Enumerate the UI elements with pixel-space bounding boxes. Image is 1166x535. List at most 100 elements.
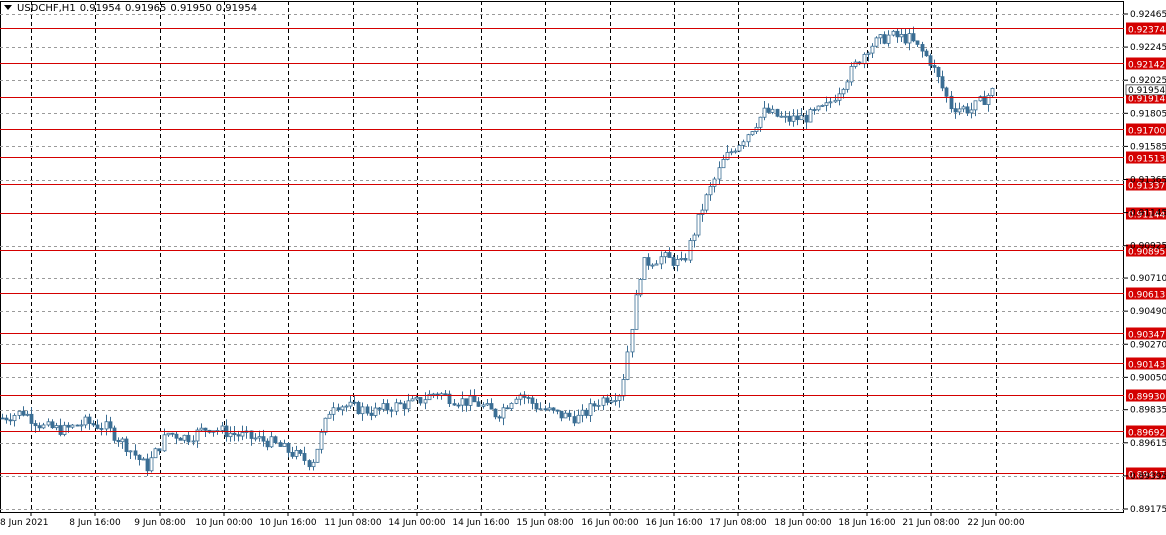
candle-body [965, 106, 970, 114]
candle-body [253, 437, 258, 440]
x-tick-label: 11 Jun 08:00 [324, 518, 381, 528]
level-label: 0.91914 [1128, 95, 1165, 105]
candle-body [555, 409, 560, 412]
candle-body [381, 403, 386, 410]
candle-body [365, 406, 370, 414]
candle-body [37, 425, 42, 429]
level-label-bg [1126, 467, 1166, 480]
candle-body [348, 401, 353, 407]
candle-body [563, 412, 568, 419]
level-label: 0.92374 [1128, 26, 1165, 36]
candle-body [725, 152, 730, 160]
ohlc-high: 0.91965 [125, 3, 167, 14]
candle-body [153, 448, 158, 459]
candle-body [95, 424, 100, 429]
level-label-bg [1126, 123, 1166, 136]
candle-body [344, 405, 349, 408]
candle-body [311, 461, 316, 468]
candle-body [481, 404, 486, 407]
candle-body [766, 107, 771, 113]
y-tick-label: 0.90490 [1130, 307, 1166, 317]
candle-body [360, 406, 365, 415]
candle-body [133, 450, 138, 456]
candle-body [949, 95, 954, 110]
level-label: 0.90143 [1128, 361, 1165, 371]
candle-body [874, 37, 879, 47]
candle-body [845, 81, 850, 90]
candle-body [878, 34, 883, 39]
candle-body [501, 407, 506, 419]
candle-body [327, 413, 332, 419]
candle-body [940, 76, 945, 89]
level-label: 0.91513 [1128, 155, 1165, 165]
candle-body [58, 425, 63, 435]
candle-body [978, 96, 983, 102]
x-tick-label: 17 Jun 08:00 [709, 518, 766, 528]
candle-body [340, 406, 345, 411]
level-label: 0.89417 [1128, 471, 1165, 481]
candle-body [957, 108, 962, 113]
candle-body [717, 167, 722, 180]
y-tick-label: 0.91585 [1130, 142, 1166, 152]
candle-body [236, 434, 241, 437]
candle-body [770, 108, 775, 113]
level-label-bg [1126, 22, 1166, 35]
x-tick-label: 16 Jun 16:00 [645, 518, 702, 528]
candle-body [915, 40, 920, 45]
candle-body [149, 457, 154, 472]
chart-header: USDCHF,H1 0.91954 0.91965 0.91950 0.91954 [4, 3, 261, 14]
candle-body [220, 425, 225, 431]
candle-body [290, 452, 295, 457]
candle-body [559, 410, 564, 419]
candle-body [534, 403, 539, 410]
candle-body [530, 397, 535, 404]
candle-body [104, 421, 109, 430]
candle-body [228, 432, 233, 438]
candle-body [402, 403, 407, 410]
candle-body [423, 399, 428, 404]
candle-body [833, 99, 838, 103]
candle-body [377, 407, 382, 410]
x-tick-label: 18 Jun 16:00 [838, 518, 895, 528]
candle-body [336, 407, 341, 411]
candle-body [373, 407, 378, 416]
x-tick-label: 10 Jun 00:00 [195, 518, 252, 528]
candle-body [704, 194, 709, 211]
y-tick-label: 0.90925 [1130, 242, 1166, 252]
current-price-box [1125, 84, 1166, 96]
x-tick-label: 10 Jun 16:00 [259, 518, 316, 528]
candle-body [804, 114, 809, 123]
level-label: 0.91337 [1128, 182, 1165, 192]
candle-body [920, 44, 925, 52]
candle-body [816, 105, 821, 111]
candle-body [944, 87, 949, 97]
candle-body [431, 393, 436, 396]
candle-body [683, 258, 688, 261]
candle-body [460, 398, 465, 406]
candle-body [617, 395, 622, 401]
candle-body [203, 427, 208, 431]
candle-body [882, 34, 887, 44]
y-tick-label: 0.90270 [1130, 340, 1166, 350]
candle-body [278, 442, 283, 447]
level-label-bg [1126, 151, 1166, 164]
candle-body [414, 396, 419, 400]
dropdown-triangle-icon[interactable] [4, 5, 12, 10]
candle-body [447, 393, 452, 405]
candle-body [543, 408, 548, 411]
y-tick-label: 0.92025 [1130, 76, 1166, 86]
level-label-bg [1126, 425, 1166, 438]
candle-body [671, 257, 676, 266]
x-tick-label: 8 Jun 2021 [0, 518, 48, 528]
candle-body [547, 407, 552, 411]
candle-body [903, 33, 908, 44]
candle-body [605, 397, 610, 403]
candle-body [953, 108, 958, 113]
candle-body [476, 401, 481, 407]
ohlc-low: 0.91950 [170, 3, 212, 14]
x-tick-label: 22 Jun 00:00 [967, 518, 1024, 528]
candle-body [775, 108, 780, 117]
level-label: 0.90895 [1128, 248, 1165, 258]
